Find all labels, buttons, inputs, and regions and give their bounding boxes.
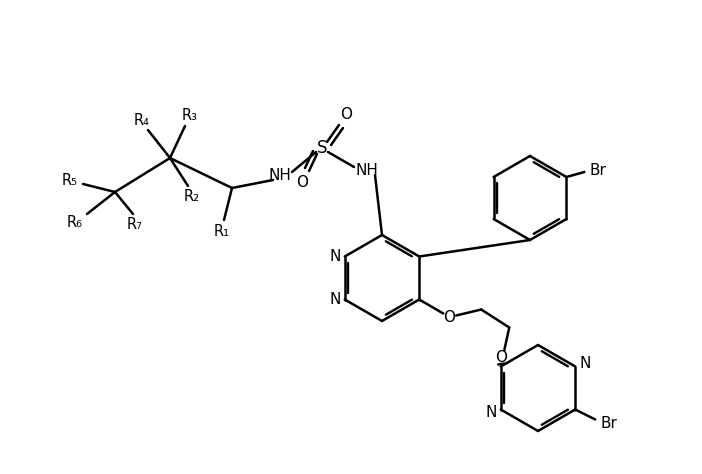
Text: N: N — [329, 249, 340, 264]
Text: R₂: R₂ — [184, 189, 200, 203]
Text: S: S — [317, 139, 327, 157]
Text: O: O — [340, 107, 352, 121]
Text: R₄: R₄ — [134, 112, 150, 128]
Text: R₇: R₇ — [127, 217, 143, 231]
Text: N: N — [329, 292, 340, 307]
Text: R₁: R₁ — [214, 224, 230, 238]
Text: R₅: R₅ — [62, 173, 78, 188]
Text: O: O — [443, 310, 455, 325]
Text: R₃: R₃ — [182, 108, 198, 122]
Text: O: O — [296, 174, 308, 190]
Text: O: O — [495, 350, 508, 365]
Text: R₆: R₆ — [67, 215, 83, 229]
Text: N: N — [580, 356, 591, 371]
Text: NH: NH — [355, 163, 378, 177]
Text: N: N — [485, 405, 496, 420]
Text: Br: Br — [590, 163, 607, 177]
Text: NH: NH — [269, 167, 291, 182]
Text: Br: Br — [601, 416, 618, 431]
